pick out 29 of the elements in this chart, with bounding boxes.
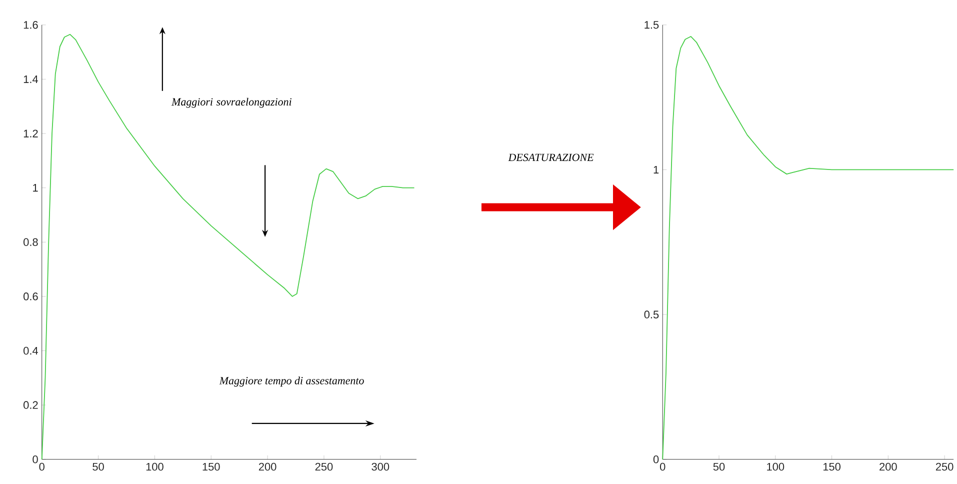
annotation: Maggiore tempo di assestamento xyxy=(219,376,364,386)
x-tick-label: 250 xyxy=(315,462,333,470)
y-tick-label: 0 xyxy=(32,455,38,464)
y-tick-label: 1.6 xyxy=(24,20,38,29)
x-tick-label: 150 xyxy=(202,462,220,470)
y-tick-label: 0.2 xyxy=(24,401,38,409)
x-tick-label: 300 xyxy=(372,462,390,470)
x-tick-label: 50 xyxy=(92,462,104,470)
y-tick-label: 1.5 xyxy=(644,20,659,29)
text: DESATURAZIONE xyxy=(508,154,594,161)
x-tick-label: 0 xyxy=(39,462,44,470)
x-tick-label: 100 xyxy=(146,462,164,470)
x-tick-label: 0 xyxy=(660,462,666,470)
y-tick-label: 0.4 xyxy=(24,346,38,354)
x-tick-label: 150 xyxy=(823,462,840,470)
y-tick-label: 0.5 xyxy=(644,310,659,318)
y-tick-label: 1 xyxy=(654,166,659,174)
y-tick-label: 0.8 xyxy=(24,238,38,246)
y-tick-label: 1.2 xyxy=(24,130,38,138)
x-tick-label: 250 xyxy=(936,462,954,470)
x-tick-label: 50 xyxy=(713,462,725,470)
x-tick-label: 100 xyxy=(767,462,784,470)
x-tick-label: 200 xyxy=(258,462,276,470)
y-tick-label: 1.4 xyxy=(24,75,38,83)
annotation: Maggiori sovraelongazioni xyxy=(171,98,292,108)
x-tick-label: 200 xyxy=(880,462,897,470)
y-tick-label: 1 xyxy=(33,184,38,192)
y-tick-label: 0.6 xyxy=(24,292,38,300)
y-tick-label: 0 xyxy=(653,455,659,464)
